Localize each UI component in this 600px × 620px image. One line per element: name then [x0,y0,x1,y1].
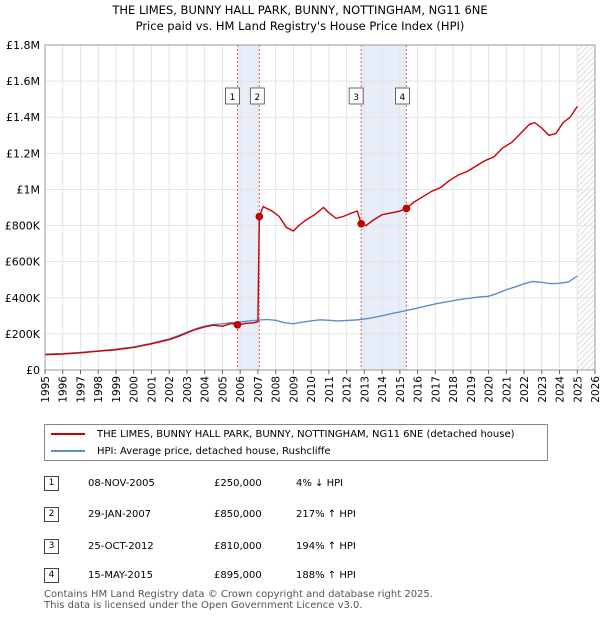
price-chart: THE LIMES, BUNNY HALL PARK, BUNNY, NOTTI… [5,3,600,403]
footer: Contains HM Land Registry data © Crown c… [44,589,433,611]
x-tick-label: 2012 [342,376,354,403]
sale-point [402,204,411,213]
transaction-date: 25-OCT-2012 [88,541,154,552]
transaction-hpi: 4% ↓ HPI [296,478,344,489]
transaction-price: £810,000 [214,541,262,552]
x-tick-label: 2025 [572,376,584,403]
x-tick-label: 2013 [359,376,371,403]
transaction-price: £250,000 [214,478,262,489]
y-tick-label: £1M [17,183,41,196]
x-tick-label: 2020 [484,376,496,403]
sale-label: 1 [230,93,236,103]
shaded-period [237,45,260,370]
transaction-hpi: 188% ↑ HPI [296,570,356,581]
sale-label-box [225,87,240,105]
y-tick-label: £1.2M [6,147,40,160]
transaction-marker: 1 [44,476,59,491]
x-tick-label: 2022 [519,376,531,403]
transaction-row: 1 08-NOV-2005 £250,000 4% ↓ HPI [44,474,464,496]
forecast-region [577,45,595,370]
sale-point [357,219,365,228]
y-tick-label: £1.8M [6,39,40,52]
y-tick-label: £1.4M [6,111,40,124]
sale-point [233,321,242,329]
x-tick-label: 1998 [93,376,105,403]
transaction-price: £850,000 [214,509,262,520]
sale-label-box [249,87,265,105]
legend-label-hpi: HPI: Average price, detached house, Rush… [97,446,331,457]
plot-area [45,45,595,370]
x-tick-label: 2026 [590,376,600,403]
y-tick-label: £600K [5,256,41,269]
transaction-hpi: 194% ↑ HPI [296,541,356,552]
x-tick-label: 1995 [40,376,52,403]
x-tick-label: 2006 [235,376,247,403]
x-tick-label: 2019 [466,376,478,403]
x-tick-label: 2004 [200,376,212,403]
footer-licence: This data is licensed under the Open Gov… [44,600,363,611]
transaction-price: £895,000 [214,570,262,581]
sale-label-box [395,87,410,105]
legend-label-property: THE LIMES, BUNNY HALL PARK, BUNNY, NOTTI… [97,429,515,440]
chart-subtitle: Price paid vs. HM Land Registry's House … [136,19,465,33]
transaction-row: 3 25-OCT-2012 £810,000 194% ↑ HPI [44,537,464,559]
sale-label: 2 [254,93,260,103]
sale-label: 3 [353,93,359,103]
transaction-hpi: 217% ↑ HPI [296,509,356,520]
legend-swatch-hpi [51,450,85,452]
x-tick-label: 2024 [555,376,567,403]
transaction-row: 2 29-JAN-2007 £850,000 217% ↑ HPI [44,505,464,527]
x-tick-label: 2001 [146,376,158,403]
transaction-marker: 2 [44,507,59,522]
transaction-date: 15-MAY-2015 [88,570,154,581]
x-tick-label: 1997 [75,376,87,403]
x-tick-label: 2002 [164,376,176,403]
transaction-marker: 3 [44,539,59,554]
x-tick-label: 2008 [271,376,283,403]
x-tick-label: 2009 [288,376,300,403]
x-tick-label: 2010 [306,376,318,403]
x-tick-label: 2000 [129,376,141,403]
x-tick-label: 2003 [182,376,194,403]
x-tick-label: 1999 [111,376,123,403]
y-tick-label: £200K [5,328,41,341]
x-tick-label: 2011 [324,376,336,403]
sale-label-box [348,87,364,105]
x-tick-label: 2021 [501,376,513,403]
legend-swatch-property [51,433,85,435]
chart-title: THE LIMES, BUNNY HALL PARK, BUNNY, NOTTI… [111,3,487,17]
x-tick-label: 2023 [537,376,549,403]
transaction-date: 29-JAN-2007 [88,509,152,520]
y-tick-label: £0 [26,364,40,377]
sale-point [255,212,264,221]
legend-item-property: THE LIMES, BUNNY HALL PARK, BUNNY, NOTTI… [51,427,515,443]
x-tick-label: 2014 [377,376,389,403]
x-tick-label: 2005 [217,376,229,403]
transaction-marker: 4 [44,568,59,583]
transaction-date: 08-NOV-2005 [88,478,155,489]
footer-copyright: Contains HM Land Registry data © Crown c… [44,589,433,600]
x-tick-label: 2007 [253,376,265,403]
series-line [44,106,578,356]
transaction-row: 4 15-MAY-2015 £895,000 188% ↑ HPI [44,566,464,588]
x-tick-label: 1996 [58,376,70,403]
sale-label: 4 [400,93,406,103]
legend: THE LIMES, BUNNY HALL PARK, BUNNY, NOTTI… [44,424,548,461]
plot-border [44,44,596,371]
y-tick-label: £400K [5,292,41,305]
x-tick-label: 2017 [430,376,442,403]
legend-item-hpi: HPI: Average price, detached house, Rush… [51,444,331,460]
x-tick-label: 2015 [395,376,407,403]
y-tick-label: £1.6M [6,75,40,88]
series-line [44,275,578,355]
x-tick-label: 2018 [448,376,460,403]
x-tick-label: 2016 [413,376,425,403]
y-tick-label: £800K [5,220,41,233]
